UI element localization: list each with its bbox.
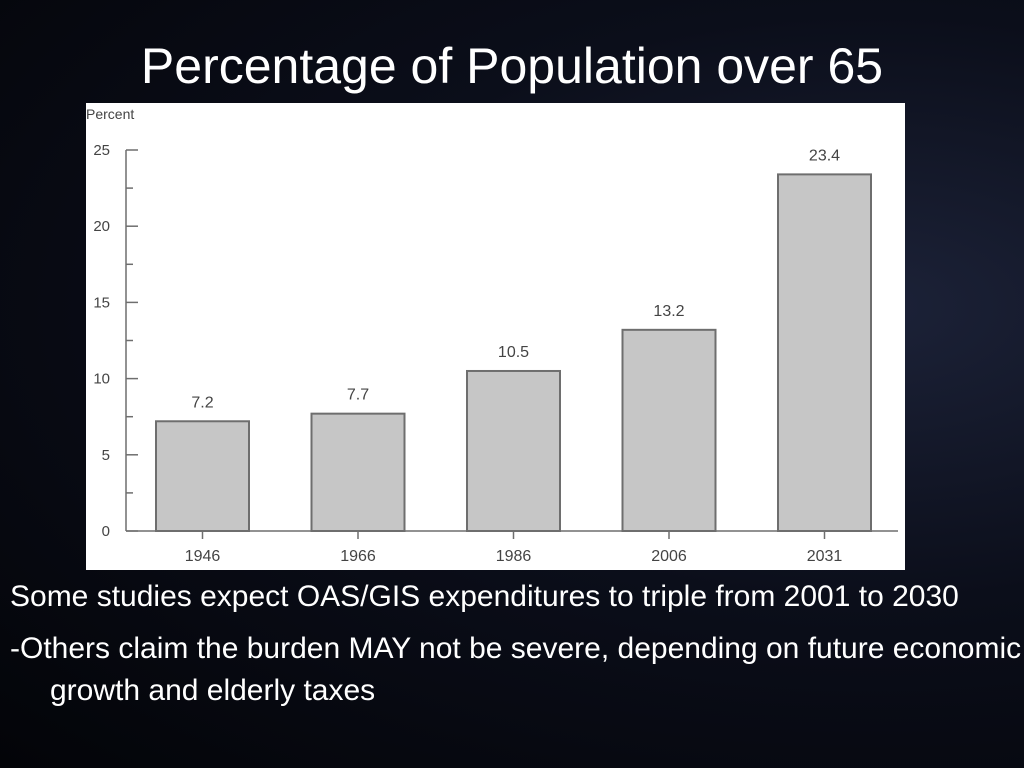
x-tick-label: 2031 <box>807 548 843 565</box>
bar-chart: Percent 0 5 10 15 20 25 7.2 1946 7.7 1966 10.5 1986… <box>86 103 905 570</box>
bar-data-label: 23.4 <box>809 147 840 164</box>
x-tick-label: 1986 <box>496 548 532 565</box>
y-tick-label: 25 <box>93 142 110 159</box>
y-tick-label: 0 <box>102 523 110 540</box>
bar <box>777 173 872 532</box>
x-tick-label: 1966 <box>340 548 376 565</box>
bar <box>155 420 250 532</box>
slide-title: Percentage of Population over 65 <box>140 38 884 94</box>
bar <box>466 369 561 533</box>
y-tick-label: 15 <box>93 294 110 311</box>
bar-data-label: 13.2 <box>653 303 684 320</box>
bar <box>310 412 406 533</box>
y-tick-label: 20 <box>93 218 110 235</box>
bar-data-label: 7.7 <box>347 387 369 404</box>
y-tick-label: 5 <box>102 447 110 464</box>
bullet-item-1: Some studies expect OAS/GIS expenditures… <box>10 580 959 613</box>
x-tick-label: 2006 <box>651 548 687 565</box>
y-axis-label: Percent <box>86 106 134 122</box>
bar <box>621 328 717 532</box>
bullet-list: Some studies expect OAS/GIS expenditures… <box>0 576 1024 722</box>
bullet-item-2: -Others claim the burden MAY not be seve… <box>10 632 1022 707</box>
bar-data-label: 10.5 <box>498 344 529 361</box>
bar-chart-svg: Percent 0 5 10 15 20 25 7.2 1946 7.7 1966 10.5 1986… <box>86 106 898 565</box>
y-tick-label: 10 <box>93 371 110 388</box>
x-tick-label: 1946 <box>185 548 221 565</box>
bar-data-label: 7.2 <box>191 394 213 411</box>
